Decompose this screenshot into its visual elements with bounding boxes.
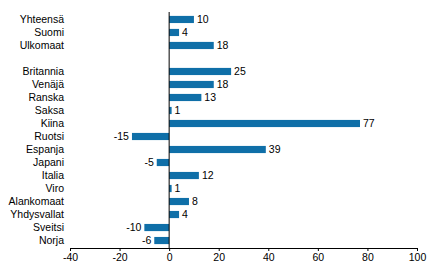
category-label: Italia — [42, 169, 64, 181]
bar — [132, 133, 169, 140]
x-tick: 40 — [263, 248, 275, 263]
bar — [169, 146, 266, 153]
category-label: Ruotsi — [34, 130, 64, 142]
x-tick: 80 — [362, 248, 374, 263]
bar — [169, 198, 189, 205]
bar — [157, 159, 169, 166]
y-tick: Yhteensä — [20, 13, 70, 25]
y-tick: Viro — [46, 182, 70, 194]
data-label: -6 — [142, 234, 151, 246]
bar — [169, 16, 194, 23]
category-label: Kiina — [41, 117, 65, 129]
category-label: Norja — [39, 234, 64, 246]
bars — [132, 16, 360, 244]
category-label: Suomi — [34, 26, 64, 38]
bar — [169, 81, 214, 88]
y-tick: Ruotsi — [34, 130, 70, 142]
bar — [169, 42, 214, 49]
data-label: 1 — [175, 182, 181, 194]
y-tick: Ranska — [28, 91, 70, 103]
category-label: Britannia — [23, 65, 65, 77]
y-tick: Japani — [33, 156, 70, 168]
data-labels: 10418251813177-1539-512184-10-6 — [114, 13, 375, 246]
y-tick: Espanja — [26, 143, 70, 155]
x-tick: -20 — [112, 248, 127, 263]
bar — [144, 224, 169, 231]
plot: 10418251813177-1539-512184-10-6-40-20020… — [9, 12, 427, 263]
category-label: Alankomaat — [9, 195, 65, 207]
bar — [169, 68, 231, 75]
bar — [169, 94, 201, 101]
zero-line — [169, 12, 170, 248]
y-tick: Sveitsi — [33, 221, 70, 233]
category-label: Ranska — [28, 91, 64, 103]
y-tick: Saksa — [35, 104, 70, 116]
data-label: 10 — [197, 13, 209, 25]
x-tick-label: 100 — [409, 251, 427, 263]
x-tick-label: 20 — [213, 251, 225, 263]
bar — [169, 172, 199, 179]
data-label: -10 — [126, 221, 141, 233]
x-tick-label: 40 — [263, 251, 275, 263]
y-tick: Kiina — [41, 117, 70, 129]
data-label: -5 — [144, 156, 153, 168]
chart: 10418251813177-1539-512184-10-6-40-20020… — [0, 0, 442, 272]
x-tick-label: -20 — [112, 251, 127, 263]
category-label: Yhteensä — [20, 13, 65, 25]
y-tick: Venäjä — [32, 78, 70, 90]
x-tick-label: 0 — [167, 251, 173, 263]
bar — [169, 29, 179, 36]
data-label: 8 — [192, 195, 198, 207]
x-tick-label: 60 — [313, 251, 325, 263]
y-tick: Ulkomaat — [20, 39, 70, 51]
x-tick: 60 — [313, 248, 325, 263]
x-tick: -40 — [63, 248, 78, 263]
data-label: 39 — [269, 143, 281, 155]
x-tick-label: -40 — [63, 251, 78, 263]
x-tick: 100 — [409, 248, 427, 263]
category-label: Venäjä — [32, 78, 64, 90]
data-label: 12 — [202, 169, 214, 181]
y-tick: Italia — [42, 169, 70, 181]
x-tick-label: 80 — [362, 251, 374, 263]
bar — [169, 120, 360, 127]
x-tick: 0 — [167, 248, 173, 263]
category-label: Espanja — [26, 143, 64, 155]
y-tick: Alankomaat — [9, 195, 70, 207]
data-label: 4 — [182, 208, 188, 220]
y-tick: Britannia — [23, 65, 70, 77]
data-label: 25 — [234, 65, 246, 77]
data-label: 13 — [204, 91, 216, 103]
data-label: 1 — [175, 104, 181, 116]
data-label: 77 — [363, 117, 375, 129]
y-tick: Norja — [39, 234, 70, 246]
data-label: 18 — [217, 39, 229, 51]
bar — [154, 237, 169, 244]
x-axis: -40 -20 0 20 40 60 80 100 — [63, 248, 427, 263]
y-axis: YhteensäSuomiUlkomaat BritanniaVenäjäRans… — [9, 13, 70, 246]
category-label: Japani — [33, 156, 64, 168]
y-tick: Suomi — [34, 26, 70, 38]
category-label: Saksa — [35, 104, 64, 116]
x-tick: 20 — [213, 248, 225, 263]
data-label: 18 — [217, 78, 229, 90]
bar — [169, 211, 179, 218]
data-label: -15 — [114, 130, 129, 142]
category-label: Ulkomaat — [20, 39, 64, 51]
category-label: Yhdysvallat — [10, 208, 64, 220]
category-label: Viro — [46, 182, 65, 194]
y-tick: Yhdysvallat — [10, 208, 70, 220]
data-label: 4 — [182, 26, 188, 38]
category-label: Sveitsi — [33, 221, 64, 233]
